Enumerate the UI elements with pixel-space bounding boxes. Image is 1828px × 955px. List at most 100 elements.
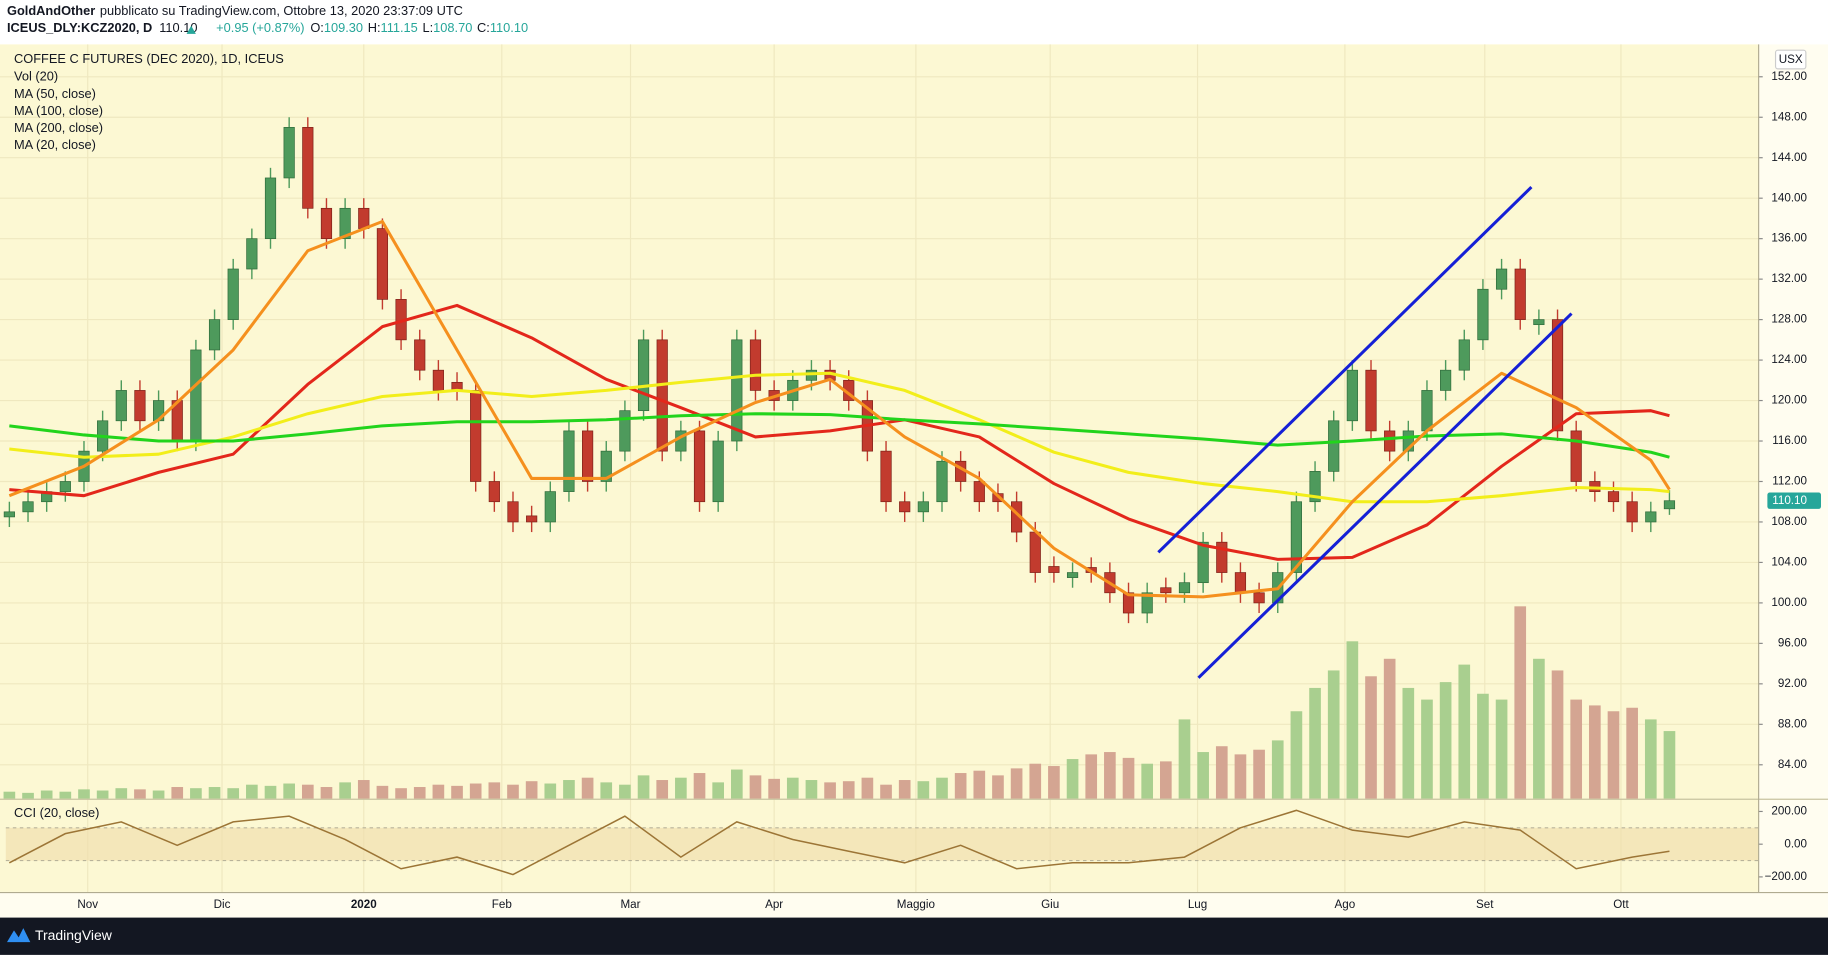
candle-body	[3, 511, 15, 518]
candle-body	[22, 501, 34, 513]
volume-bar	[227, 788, 240, 799]
cci-tick-label: 200.00	[1771, 805, 1807, 818]
candle-body	[526, 515, 538, 523]
candle-body	[1328, 420, 1340, 472]
volume-bar	[413, 787, 426, 799]
legend-entry: MA (200, close)	[14, 120, 103, 135]
y-tick-label: 140.00	[1771, 191, 1807, 204]
candle-body	[208, 319, 221, 351]
volume-bar	[432, 784, 445, 799]
y-tick-label: 116.00	[1772, 434, 1807, 447]
candle-body	[656, 339, 668, 452]
candle-body	[358, 207, 370, 229]
volume-bar	[544, 783, 557, 799]
candle-body	[917, 501, 929, 513]
volume-bar	[1178, 719, 1191, 799]
volume-bar	[40, 790, 53, 799]
candle-body	[1122, 592, 1135, 614]
volume-bar	[1514, 606, 1527, 799]
x-tick-label: Feb	[492, 898, 512, 911]
y-tick-label: 100.00	[1771, 596, 1807, 609]
volume-bar	[749, 775, 762, 799]
y-tick-label: 132.00	[1771, 272, 1807, 285]
candle-body	[190, 349, 202, 442]
symbol: ICEUS_DLY:KCZ2020, D	[7, 21, 152, 36]
candle-body	[1234, 572, 1247, 594]
candle-body	[1029, 531, 1041, 573]
volume-bar	[1327, 670, 1340, 799]
volume-bar	[861, 777, 874, 799]
header-bg	[0, 0, 1828, 44]
ohlc-label: O:	[310, 21, 324, 36]
candle-body	[376, 228, 389, 300]
candle-body	[339, 207, 351, 240]
volume-bar	[917, 781, 930, 799]
cci-tick-label: 0.00	[1784, 837, 1807, 850]
volume-bar	[134, 789, 146, 799]
volume-bar	[469, 783, 482, 799]
candle-body	[544, 491, 556, 523]
candle-body	[563, 430, 575, 492]
volume-bar	[507, 784, 519, 799]
candle-body	[1197, 541, 1209, 584]
candle-body	[115, 390, 127, 422]
candle-body	[1477, 288, 1489, 341]
volume-bar	[805, 780, 818, 799]
candle-body	[749, 339, 762, 391]
volume-bar	[96, 790, 109, 799]
cci-band	[5, 827, 1759, 861]
volume-bar	[1383, 658, 1396, 799]
header-line: GoldAndOther pubblicato su TradingView.co…	[7, 3, 463, 18]
candle-body	[1253, 592, 1265, 604]
volume-bar	[1477, 693, 1489, 799]
volume-bar	[115, 788, 128, 799]
volume-bar	[600, 782, 613, 799]
cci-line	[8, 809, 1670, 876]
volume-bar	[1439, 682, 1452, 799]
time-axis-bg	[0, 891, 1828, 918]
y-tick-label: 112.00	[1772, 475, 1807, 488]
ohlc-value: 108.70	[433, 21, 472, 36]
volume-bar	[376, 785, 389, 799]
cci-tick-label: −200.00	[1765, 870, 1808, 883]
y-tick-label: 96.00	[1778, 636, 1808, 649]
volume-bar	[954, 773, 967, 799]
candle-body	[712, 440, 724, 503]
up-arrow	[186, 25, 196, 34]
volume-bar	[1197, 752, 1209, 799]
volume-bar	[1365, 676, 1377, 799]
published: pubblicato su TradingView.com, Ottobre 1…	[100, 3, 463, 18]
ohlc-value: 109.30	[324, 21, 363, 36]
volume-bar	[1626, 707, 1638, 799]
candle-body	[973, 481, 985, 503]
candle-body	[302, 127, 314, 209]
candle-body	[1570, 430, 1582, 482]
currency-box	[1774, 49, 1807, 70]
volume-bar	[619, 784, 631, 799]
candle-body	[637, 339, 650, 412]
candle-body	[1346, 369, 1358, 422]
x-tick-label: Ago	[1335, 898, 1356, 911]
volume-bar	[78, 789, 90, 799]
x-tick-label: Set	[1476, 898, 1494, 911]
candle-body	[414, 339, 426, 371]
volume-bar	[320, 787, 333, 799]
trend-line	[1197, 312, 1573, 679]
y-tick-label: 148.00	[1771, 110, 1807, 123]
candle-body	[59, 481, 71, 492]
volume-bar	[824, 782, 836, 799]
candle-body	[619, 410, 631, 452]
volume-bar	[1029, 763, 1042, 799]
candle-body	[899, 501, 911, 513]
legend-entry: MA (20, close)	[14, 137, 96, 152]
moving-average	[8, 219, 1671, 599]
volume-bar	[973, 770, 986, 799]
x-tick-label: 2020	[351, 898, 377, 911]
trend-line	[1157, 186, 1533, 554]
volume-bar	[152, 790, 165, 799]
volume-bar	[656, 780, 669, 799]
volume-bar	[1589, 705, 1601, 799]
volume-bar	[898, 780, 911, 799]
